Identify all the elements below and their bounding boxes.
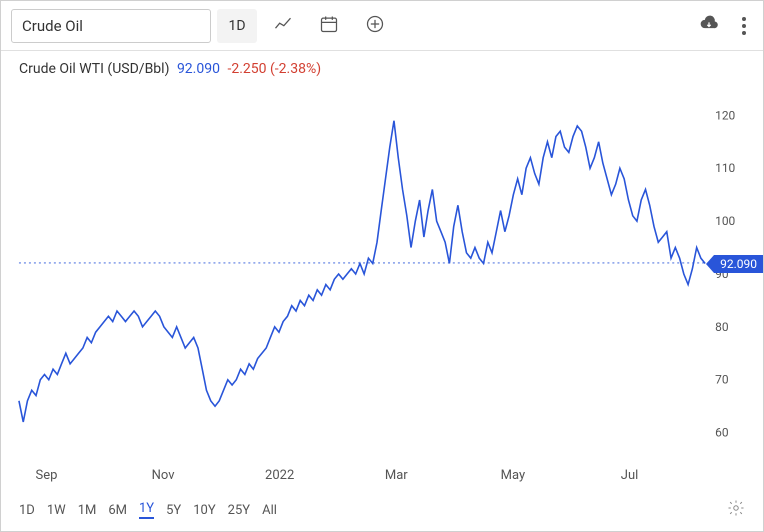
range-25y[interactable]: 25Y (228, 503, 250, 518)
interval-label: 1D (228, 18, 245, 34)
chart-settings-button[interactable] (727, 499, 745, 521)
symbol-search-value: Crude Oil (22, 17, 83, 35)
current-price-tag: 92.090 (714, 255, 763, 273)
date-range-button[interactable] (309, 9, 349, 43)
x-axis-label: Jul (621, 468, 639, 483)
kebab-icon-dot (742, 24, 746, 28)
add-indicator-button[interactable] (355, 9, 395, 43)
svg-text:120: 120 (715, 108, 735, 122)
range-10y[interactable]: 10Y (193, 503, 215, 518)
kebab-icon-dot (742, 17, 746, 21)
svg-text:60: 60 (715, 426, 729, 440)
current-price-value: 92.090 (720, 257, 757, 271)
x-axis-label: 2022 (265, 468, 294, 483)
svg-text:100: 100 (715, 214, 735, 228)
cloud-download-icon (699, 14, 719, 38)
range-5y[interactable]: 5Y (166, 503, 181, 518)
kebab-icon-dot (742, 31, 746, 35)
more-menu-button[interactable] (735, 9, 753, 43)
download-button[interactable] (689, 9, 729, 43)
instrument-price: 92.090 (177, 61, 220, 77)
x-axis-label: Nov (152, 468, 175, 483)
instrument-name: Crude Oil WTI (USD/Bbl) (19, 61, 169, 77)
chart-type-button[interactable] (263, 9, 303, 43)
chart-title-row: Crude Oil WTI (USD/Bbl) 92.090 -2.250 (-… (1, 51, 763, 79)
interval-button[interactable]: 1D (217, 9, 257, 43)
plus-circle-icon (365, 14, 385, 38)
range-1w[interactable]: 1W (47, 503, 66, 518)
range-all[interactable]: All (262, 503, 277, 518)
range-selector: 1D 1W 1M 6M 1Y 5Y 10Y 25Y All (19, 499, 745, 521)
line-chart-icon (273, 14, 293, 38)
range-1m[interactable]: 1M (78, 503, 97, 518)
gear-icon (727, 506, 745, 521)
x-axis-label: Mar (385, 468, 408, 483)
price-chart[interactable]: 60708090100110120 92.090 (1, 83, 763, 465)
svg-text:80: 80 (715, 320, 729, 334)
symbol-search-input[interactable]: Crude Oil (11, 9, 211, 43)
range-1d[interactable]: 1D (19, 503, 35, 518)
svg-text:110: 110 (715, 161, 735, 175)
svg-text:70: 70 (715, 373, 729, 387)
range-6m[interactable]: 6M (108, 503, 127, 518)
x-axis-label: May (501, 468, 525, 483)
x-axis-label: Sep (35, 468, 57, 483)
x-axis: Sep Nov 2022 Mar May Jul (19, 468, 705, 486)
range-1y[interactable]: 1Y (139, 501, 154, 519)
instrument-change: -2.250 (-2.38%) (227, 61, 321, 77)
calendar-icon (319, 14, 339, 38)
